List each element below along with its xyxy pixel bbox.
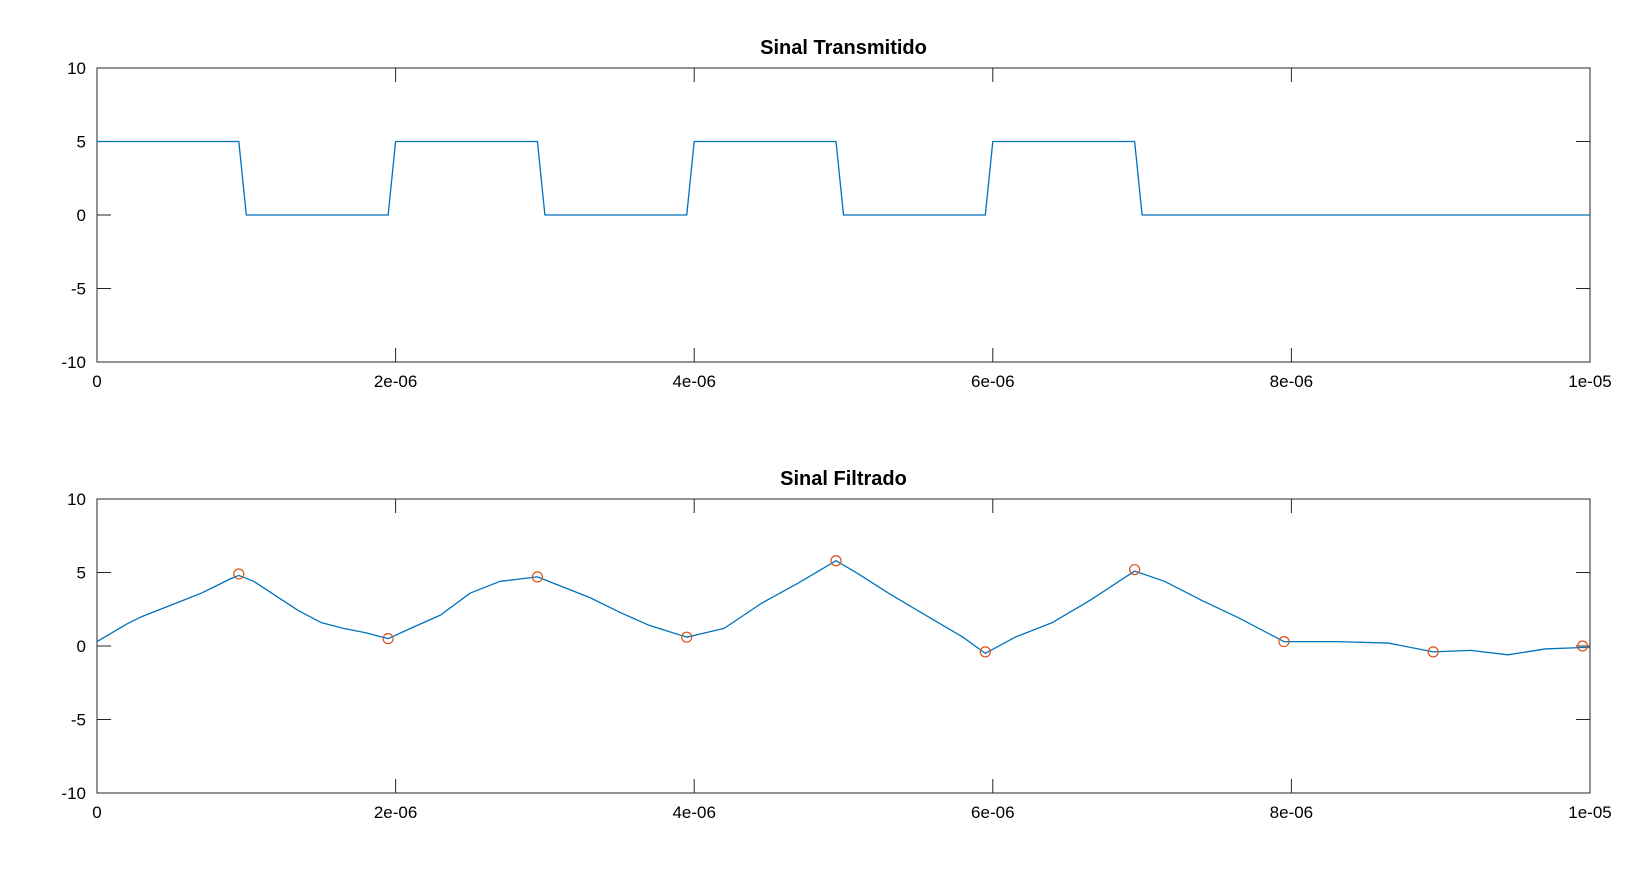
data-point-marker bbox=[1576, 640, 1589, 652]
y-tick-label: 0 bbox=[77, 637, 86, 656]
y-tick-label: -5 bbox=[71, 280, 86, 299]
y-tick-label: 0 bbox=[77, 206, 86, 225]
x-tick-label: 4e-06 bbox=[672, 803, 715, 822]
data-point-marker bbox=[1129, 563, 1141, 576]
axes-frame bbox=[96, 498, 1591, 794]
x-tick-label: 4e-06 bbox=[672, 372, 715, 391]
chart-title-sinal-transmitido: Sinal Transmitido bbox=[760, 37, 927, 59]
x-tick-label: 8e-06 bbox=[1270, 372, 1313, 391]
x-tick-label: 2e-06 bbox=[374, 372, 417, 391]
axes-sinal-filtrado: 0 2e-06 4e-06 6e-06 8e-06 1e-05 -10 -5 0 5 10 Sinal… bbox=[61, 468, 1611, 822]
x-tick-label: 2e-06 bbox=[374, 803, 417, 822]
x-tick-label: 6e-06 bbox=[971, 372, 1014, 391]
data-point-marker bbox=[1278, 635, 1290, 648]
y-tick-label: -10 bbox=[61, 353, 86, 372]
y-tick-label: 5 bbox=[77, 564, 86, 583]
x-tick-label: 6e-06 bbox=[971, 803, 1014, 822]
x-tick-label: 8e-06 bbox=[1270, 803, 1313, 822]
x-tick-label: 0 bbox=[92, 803, 101, 822]
y-tick-label: 10 bbox=[67, 490, 86, 509]
chart-title-sinal-filtrado: Sinal Filtrado bbox=[780, 468, 907, 490]
axes-sinal-transmitido: 0 2e-06 4e-06 6e-06 8e-06 1e-05 -10 -5 0 5 10 Sinal… bbox=[61, 37, 1611, 391]
data-point-marker bbox=[830, 555, 842, 567]
data-point-marker bbox=[382, 633, 394, 645]
data-point-marker bbox=[681, 631, 693, 643]
y-tick-label: 10 bbox=[67, 59, 86, 78]
peak-markers bbox=[233, 555, 1589, 658]
signal-line bbox=[97, 140, 1590, 216]
y-tick-label: -10 bbox=[61, 784, 86, 803]
data-point-marker bbox=[233, 568, 245, 580]
data-point-marker bbox=[531, 571, 544, 583]
x-tick-label: 1e-05 bbox=[1568, 803, 1611, 822]
x-tick-label: 0 bbox=[92, 372, 101, 391]
y-tick-label: -5 bbox=[71, 711, 86, 730]
signal-line bbox=[96, 560, 1590, 656]
x-tick-label: 1e-05 bbox=[1568, 372, 1611, 391]
data-point-marker bbox=[979, 646, 991, 658]
data-point-marker bbox=[1427, 646, 1439, 658]
y-tick-label: 5 bbox=[77, 133, 86, 152]
